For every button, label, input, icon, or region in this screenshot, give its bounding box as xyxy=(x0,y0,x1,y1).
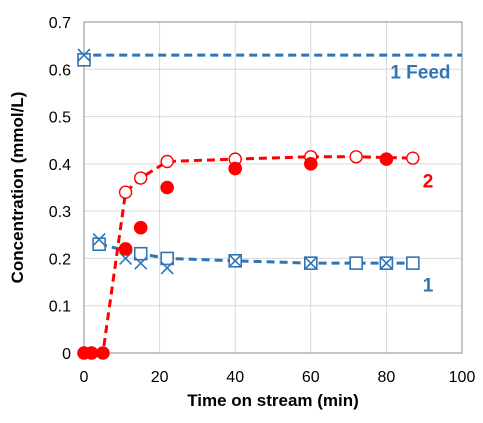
data-point-x xyxy=(228,254,242,268)
tick-labels: 0 0.1 0.2 0.3 0.4 0.5 0.6 0.7 0 20 40 60 80 100 xyxy=(49,15,476,386)
data-point-square xyxy=(160,251,174,266)
y-tick-label: 0.5 xyxy=(49,110,71,127)
y-axis-title: Concentration (mmol/L) xyxy=(8,92,27,284)
data-point-square xyxy=(77,53,91,67)
y-tick-label: 0.1 xyxy=(49,299,71,316)
data-point-open-circle xyxy=(160,154,174,169)
annotations: 1 Feed 2 1 xyxy=(390,63,450,297)
data-point-filled-circle xyxy=(118,242,133,256)
data-point-filled-circle xyxy=(304,157,318,171)
series-annotation: 2 xyxy=(423,172,434,193)
data-point-x xyxy=(134,256,148,270)
x-tick-label: 80 xyxy=(378,369,396,386)
data-point-open-circle xyxy=(349,150,363,164)
data-point-x xyxy=(77,48,91,62)
y-tick-label: 0.3 xyxy=(49,204,71,221)
data-point-square xyxy=(92,237,106,252)
series-annotation: 1 Feed xyxy=(390,63,450,84)
data-point-x xyxy=(304,256,318,270)
series-s2_open xyxy=(118,150,420,199)
data-point-x xyxy=(160,261,174,275)
data-point-square xyxy=(406,256,420,270)
series-s1_open xyxy=(77,53,420,270)
y-tick-label: 0.4 xyxy=(49,157,71,174)
y-tick-label: 0.2 xyxy=(49,251,71,268)
series-s2_line xyxy=(84,155,413,355)
data-point-x xyxy=(92,232,106,247)
plot-area xyxy=(83,21,463,354)
x-axis-title: Time on stream (min) xyxy=(187,391,359,410)
x-tick-label: 60 xyxy=(302,369,320,386)
y-tick-label: 0.7 xyxy=(49,15,71,32)
data-point-open-circle xyxy=(118,185,133,199)
series-layer xyxy=(77,48,462,360)
data-point-x xyxy=(379,256,393,270)
y-tick-label: 0 xyxy=(62,346,71,363)
data-point-filled-circle xyxy=(133,220,148,235)
data-point-filled-circle xyxy=(160,180,174,195)
x-tick-label: 100 xyxy=(449,369,476,386)
series-annotation: 1 xyxy=(423,276,434,297)
y-tick-label: 0.6 xyxy=(49,62,71,79)
series-s1_cross xyxy=(77,48,393,275)
data-point-filled-circle xyxy=(84,346,99,360)
data-point-square xyxy=(133,246,148,261)
x-tick-label: 40 xyxy=(226,369,244,386)
data-point-open-circle xyxy=(133,171,148,185)
data-point-open-circle xyxy=(406,151,420,165)
series-line xyxy=(84,155,413,355)
x-tick-label: 20 xyxy=(151,369,169,386)
data-point-filled-circle xyxy=(379,152,394,166)
data-point-square xyxy=(349,256,363,270)
plot-frame xyxy=(83,21,463,354)
data-point-filled-circle xyxy=(96,346,110,360)
series-s2_filled xyxy=(77,152,394,360)
data-point-filled-circle xyxy=(228,161,242,176)
x-tick-label: 0 xyxy=(80,369,89,386)
